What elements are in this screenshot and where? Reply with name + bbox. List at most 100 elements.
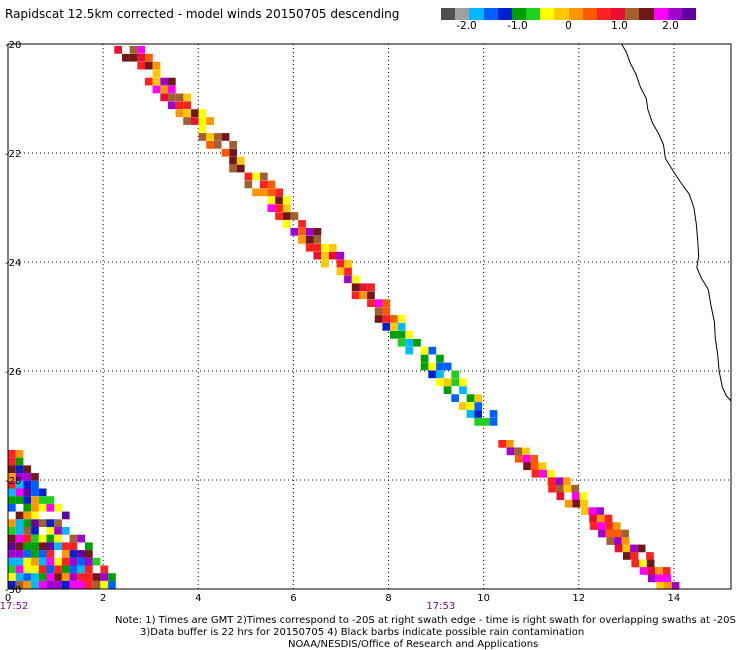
wind-cell: [8, 465, 16, 474]
wind-cell: [23, 542, 32, 551]
wind-cell: [420, 346, 429, 355]
wind-cell: [282, 196, 291, 205]
wind-cell: [275, 188, 283, 197]
wind-cell: [15, 473, 24, 481]
wind-cell: [206, 141, 214, 149]
wind-cell: [183, 117, 191, 125]
wind-cell: [15, 511, 24, 520]
wind-cell: [390, 323, 398, 331]
wind-cell: [108, 573, 116, 581]
colorbar-label: -2.0: [456, 20, 477, 32]
wind-cell: [144, 77, 153, 86]
wind-cell: [15, 496, 24, 504]
wind-cell: [428, 346, 437, 355]
wind-cell: [290, 228, 299, 236]
wind-cell: [229, 164, 237, 173]
wind-cell: [92, 557, 101, 566]
wind-cell: [229, 141, 237, 149]
wind-cell: [23, 473, 32, 481]
wind-cell: [46, 557, 55, 566]
wind-cell: [54, 565, 62, 574]
wind-cell: [46, 580, 55, 589]
wind-cell: [630, 544, 638, 553]
wind-cell: [655, 567, 663, 575]
wind-cell: [656, 582, 664, 590]
wind-cell: [38, 580, 47, 589]
wind-cell: [563, 477, 571, 486]
wind-cell: [664, 582, 672, 590]
wind-cell: [221, 133, 230, 141]
wind-cell: [152, 85, 161, 94]
wind-cell: [15, 480, 24, 489]
wind-cell: [321, 243, 329, 252]
y-tick-label: -20: [5, 40, 21, 51]
x-tick-label: 0: [5, 593, 11, 604]
wind-cell: [522, 454, 531, 463]
colorbar-label: 1.0: [611, 20, 628, 32]
wind-cell: [351, 291, 360, 300]
wind-cell: [92, 573, 101, 581]
wind-cell: [31, 519, 39, 527]
wind-cell: [305, 236, 314, 244]
wind-cell: [397, 330, 406, 339]
wind-cell: [466, 402, 475, 410]
wind-cell: [580, 507, 589, 515]
wind-cell: [671, 582, 680, 590]
colorbar-swatch: [639, 8, 654, 20]
wind-cell: [282, 220, 291, 228]
wind-cell: [85, 557, 93, 566]
wind-cell: [23, 534, 32, 543]
wind-cell: [77, 557, 85, 566]
wind-cell: [137, 46, 146, 54]
wind-cell: [160, 93, 168, 102]
wind-cell: [374, 315, 383, 323]
wind-cell: [31, 534, 39, 543]
colorbar-swatch: [568, 8, 583, 20]
wind-cell: [54, 557, 62, 566]
wind-cell: [38, 519, 47, 527]
wind-cell: [198, 109, 207, 117]
wind-cell: [38, 488, 47, 497]
wind-cell: [555, 477, 563, 486]
wind-cell: [38, 542, 47, 551]
wind-cell: [15, 519, 24, 527]
wind-cell: [259, 188, 268, 197]
wind-cell: [531, 469, 540, 478]
wind-cell: [8, 573, 16, 581]
colorbar-swatch: [625, 8, 640, 20]
x-tick-label: 14: [668, 593, 681, 604]
wind-cell: [31, 580, 39, 589]
wind-cell: [621, 537, 630, 545]
wind-cell: [183, 93, 192, 102]
wind-cell: [77, 550, 85, 558]
wind-cell: [405, 338, 414, 347]
wind-cell: [351, 275, 360, 284]
wind-cell: [451, 378, 460, 387]
wind-cell: [514, 447, 522, 456]
wind-cell: [69, 542, 78, 551]
wind-cell: [604, 514, 613, 523]
wind-cell: [639, 559, 647, 568]
wind-vector-cells: [8, 46, 680, 590]
wind-cell: [61, 565, 70, 574]
wind-cell: [92, 580, 101, 589]
wind-cell: [390, 315, 398, 323]
swath-time-label: 17:52: [0, 601, 28, 612]
wind-cell: [69, 573, 78, 581]
wind-cell: [38, 496, 47, 504]
wind-cell: [160, 85, 168, 94]
colorbar-swatch: [582, 8, 597, 20]
wind-cell: [15, 573, 24, 581]
wind-cell: [459, 378, 467, 387]
wind-cell: [61, 511, 70, 520]
x-tick-label: 10: [477, 593, 490, 604]
wind-cell: [8, 496, 16, 504]
wind-cell: [61, 580, 70, 589]
wind-cell: [367, 291, 375, 300]
wind-cell: [420, 362, 429, 371]
footnote-line-3: NOAA/NESDIS/Office of Research and Appli…: [288, 639, 539, 650]
wind-cell: [605, 529, 614, 538]
wind-cell: [8, 519, 16, 527]
wind-cell: [564, 499, 573, 508]
wind-cell: [548, 484, 556, 493]
